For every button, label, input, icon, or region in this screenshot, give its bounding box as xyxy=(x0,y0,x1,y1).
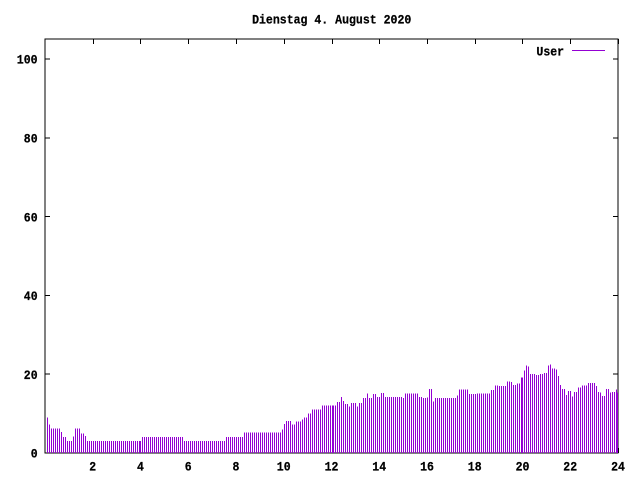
svg-text:22: 22 xyxy=(563,460,577,475)
svg-text:10: 10 xyxy=(277,460,291,475)
svg-text:User: User xyxy=(536,45,564,60)
svg-text:80: 80 xyxy=(24,132,38,147)
svg-text:12: 12 xyxy=(325,460,339,475)
svg-text:16: 16 xyxy=(420,460,434,475)
svg-text:24: 24 xyxy=(611,460,625,475)
svg-text:2: 2 xyxy=(89,460,96,475)
svg-text:40: 40 xyxy=(24,289,38,304)
svg-text:0: 0 xyxy=(31,447,38,462)
svg-text:8: 8 xyxy=(233,460,240,475)
svg-text:6: 6 xyxy=(185,460,192,475)
svg-text:100: 100 xyxy=(17,53,38,68)
svg-text:60: 60 xyxy=(24,210,38,225)
svg-text:14: 14 xyxy=(372,460,386,475)
svg-text:20: 20 xyxy=(516,460,530,475)
svg-text:Dienstag 4. August 2020: Dienstag 4. August 2020 xyxy=(252,13,411,28)
svg-text:4: 4 xyxy=(137,460,144,475)
svg-text:18: 18 xyxy=(468,460,482,475)
svg-text:20: 20 xyxy=(24,368,38,383)
